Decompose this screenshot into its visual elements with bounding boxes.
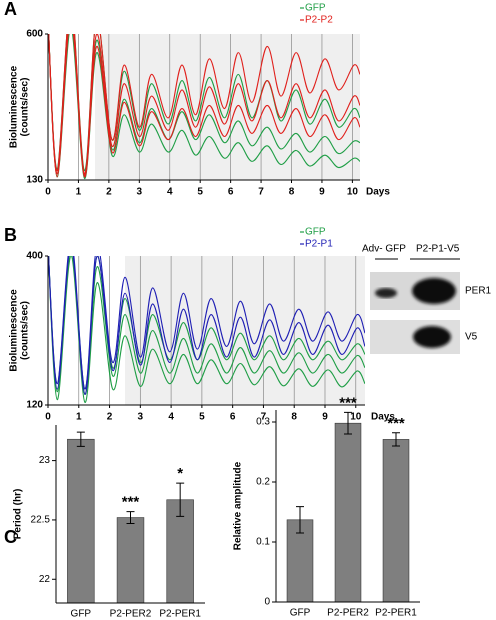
y-tick-label: 0.1 bbox=[256, 537, 270, 548]
blot-label: PER1 bbox=[465, 286, 492, 297]
x-tick-label: P2-PER2 bbox=[110, 609, 152, 620]
x-tick-label: 9 bbox=[319, 187, 325, 198]
x-tick-label: P2-PER2 bbox=[327, 608, 369, 619]
blot-band bbox=[413, 326, 451, 348]
x-tick-label: 7 bbox=[258, 187, 264, 198]
y-tick-label: 130 bbox=[26, 175, 43, 186]
y-tick-label: 600 bbox=[26, 29, 43, 40]
x-tick-label: 7 bbox=[261, 412, 267, 423]
significance: * bbox=[177, 465, 183, 482]
y-axis-label: Bioluminescence bbox=[9, 289, 20, 372]
error-bar bbox=[126, 511, 135, 524]
y-tick-label: 400 bbox=[26, 251, 43, 262]
x-axis-label: Days bbox=[371, 412, 395, 423]
error-bar bbox=[344, 411, 352, 435]
blot-header: Adv- GFP bbox=[362, 244, 406, 255]
plot-lines bbox=[48, 256, 365, 403]
x-tick-label: 5 bbox=[199, 412, 205, 423]
blot-band bbox=[375, 288, 397, 298]
plot-lines bbox=[48, 34, 360, 180]
trace bbox=[48, 256, 365, 390]
x-tick-label: 0 bbox=[45, 187, 51, 198]
legend-label: P2-P1 bbox=[305, 239, 333, 250]
bar bbox=[67, 438, 95, 604]
bar bbox=[116, 517, 145, 604]
x-tick-label: 5 bbox=[197, 187, 203, 198]
legend-label: GFP bbox=[305, 227, 326, 238]
x-tick-label: 8 bbox=[289, 187, 295, 198]
trace bbox=[48, 256, 365, 403]
significance: *** bbox=[122, 494, 140, 511]
error-bar bbox=[296, 506, 304, 534]
y-tick-label: 0 bbox=[264, 597, 270, 608]
bar bbox=[334, 422, 362, 603]
blot-label: V5 bbox=[465, 332, 478, 343]
x-tick-label: 0 bbox=[45, 412, 51, 423]
y-tick-label: 0.2 bbox=[256, 477, 270, 488]
x-tick-label: 9 bbox=[322, 412, 328, 423]
panel-label: B bbox=[4, 225, 17, 245]
x-tick-label: P2-PER1 bbox=[159, 609, 201, 620]
x-tick-label: GFP bbox=[290, 608, 311, 619]
x-tick-label: 1 bbox=[76, 187, 82, 198]
y-axis-label: (counts/sec) bbox=[20, 301, 31, 360]
x-tick-label: 10 bbox=[347, 187, 359, 198]
blot-band bbox=[412, 278, 456, 304]
legend-label: P2-P2 bbox=[305, 15, 333, 26]
error-bar bbox=[76, 431, 85, 447]
x-tick-label: 6 bbox=[228, 187, 234, 198]
bar bbox=[382, 439, 410, 603]
x-tick-label: 2 bbox=[106, 187, 112, 198]
trace bbox=[48, 34, 360, 178]
error-bar bbox=[176, 482, 185, 517]
x-axis-label: Days bbox=[366, 187, 390, 198]
x-tick-label: 8 bbox=[291, 412, 297, 423]
y-tick-label: 0.3 bbox=[256, 417, 270, 428]
x-tick-label: P2-PER1 bbox=[375, 608, 417, 619]
legend-label: GFP bbox=[305, 3, 326, 14]
y-tick-label: 22 bbox=[39, 574, 51, 585]
y-axis-label: (counts/sec) bbox=[20, 78, 31, 137]
x-tick-label: 6 bbox=[230, 412, 236, 423]
blot-header: P2-P1-V5 bbox=[416, 244, 460, 255]
x-tick-label: 4 bbox=[167, 187, 173, 198]
error-bar bbox=[392, 432, 400, 447]
y-axis-label: Bioluminescence bbox=[9, 65, 20, 148]
significance: *** bbox=[339, 394, 357, 411]
x-tick-label: 4 bbox=[168, 412, 174, 423]
y-tick-label: 23 bbox=[39, 455, 51, 466]
x-tick-label: GFP bbox=[71, 609, 92, 620]
y-axis-label: Period (hr) bbox=[13, 489, 24, 540]
y-tick-label: 22.5 bbox=[31, 515, 51, 526]
x-tick-label: 3 bbox=[138, 412, 144, 423]
x-tick-label: 2 bbox=[107, 412, 113, 423]
y-axis-label: Relative amplitude bbox=[233, 461, 244, 550]
trace bbox=[48, 256, 365, 395]
panel-label: C bbox=[4, 527, 17, 547]
significance: *** bbox=[387, 415, 405, 432]
y-tick-label: 120 bbox=[26, 400, 43, 411]
x-tick-label: 3 bbox=[137, 187, 143, 198]
x-tick-label: 10 bbox=[350, 412, 362, 423]
x-tick-label: 1 bbox=[76, 412, 82, 423]
panel-label: A bbox=[4, 0, 17, 19]
